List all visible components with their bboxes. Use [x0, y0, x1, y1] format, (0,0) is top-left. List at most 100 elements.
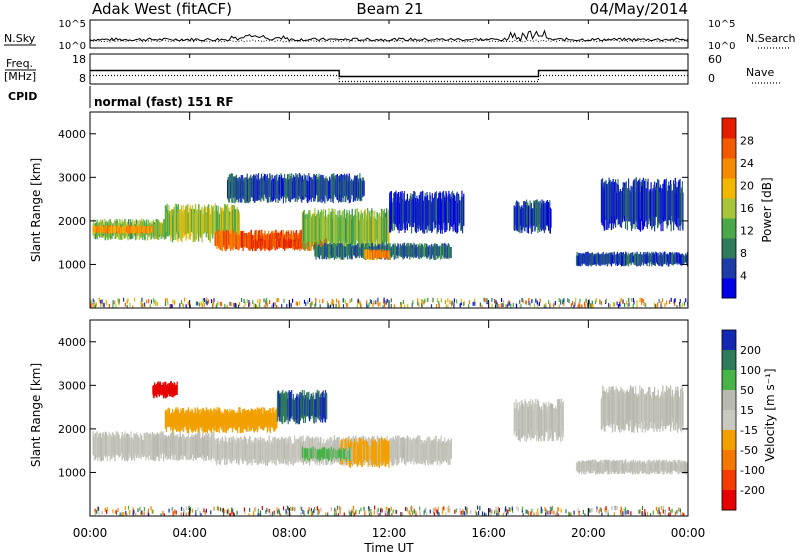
power-marks-cell [250, 229, 252, 249]
vel-marks-cell [176, 409, 178, 432]
vel-marks-cell [298, 394, 300, 424]
power-marks-cell [331, 298, 333, 303]
vel-marks-cell [300, 442, 302, 460]
vel-marks-cell [209, 437, 211, 455]
vel-marks-cell [405, 506, 407, 511]
power-marks-cell [356, 246, 358, 258]
power-marks-cell [377, 249, 379, 259]
power-marks-cell [419, 192, 421, 231]
vel-marks-cell [162, 510, 164, 515]
vel-marks-cell [674, 389, 676, 431]
power-marks-cell [305, 219, 308, 242]
power-marks-cell [646, 181, 649, 229]
vel-marks-cell [388, 440, 390, 468]
power-marks-cell [385, 217, 387, 241]
power-marks-cell [122, 227, 124, 232]
power-marks-cell [153, 298, 155, 303]
vel-marks-cell [686, 463, 688, 471]
power-marks-cell [346, 175, 349, 201]
vel-marks-cell [176, 436, 178, 455]
vel-marks-cell [626, 462, 629, 471]
vel-marks-cell [497, 506, 499, 511]
vel-marks-cell [546, 406, 548, 429]
power-marks-cell [313, 213, 315, 245]
power-marks-cell [392, 198, 394, 222]
vel-marks-cell [547, 410, 549, 442]
power-marks-cell [422, 200, 424, 224]
date-title: 04/May/2014 [590, 0, 688, 18]
vel-marks-cell [604, 391, 606, 432]
vel-marks-cell [155, 438, 157, 461]
power-marks-cell [631, 192, 633, 231]
power-marks-cell [215, 234, 217, 246]
power-marks-cell [604, 254, 607, 265]
vel-marks-cell [169, 414, 171, 427]
vel-marks-cell [247, 438, 249, 463]
vel-marks-cell [635, 461, 637, 473]
vel-marks-cell [97, 437, 99, 461]
power-marks-cell [258, 232, 260, 248]
power-marks-cell [227, 231, 229, 249]
power-marks-cell [329, 215, 331, 249]
vel-marks-cell [284, 438, 286, 460]
power-marks-cell [329, 180, 331, 199]
vel-marks-cell [390, 438, 392, 463]
power-marks-cell [338, 300, 340, 305]
vel-marks-cell [682, 391, 684, 428]
vel-marks-cell [606, 461, 608, 471]
power-marks-cell [281, 239, 283, 248]
vel-marks-cell [317, 436, 319, 460]
power-marks-cell [638, 254, 640, 266]
vel-marks-cell [449, 508, 451, 513]
power-marks-cell [407, 242, 409, 256]
power-marks-cell [111, 225, 113, 239]
power-marks-cell [336, 298, 338, 303]
power-marks-cell [583, 253, 585, 263]
vel-marks-cell [643, 512, 645, 516]
vel-marks-cell [141, 439, 143, 457]
power-marks-cell [126, 226, 128, 233]
vel-marks-cell [421, 444, 423, 465]
vel-marks-cell [307, 448, 309, 461]
vel-marks-cell [127, 505, 130, 510]
vel-marks-cell [640, 390, 642, 419]
power-marks-cell [230, 302, 233, 307]
vel-marks-cell [209, 437, 211, 460]
vel-marks-cell [621, 507, 623, 512]
power-marks-cell [228, 230, 230, 245]
vel-marks-cell [283, 396, 285, 417]
power-marks-cell [390, 202, 392, 232]
power-marks-cell [612, 189, 614, 224]
power-marks-cell [599, 300, 601, 305]
power-marks-cell [347, 181, 349, 200]
power-marks-cell [319, 180, 321, 202]
vel-marks-cell [203, 437, 205, 461]
vel-marks-cell [161, 432, 163, 453]
power-marks-cell [203, 298, 206, 302]
power-marks-cell [404, 304, 406, 308]
vel-marks-cell [283, 506, 285, 511]
power-marks-cell [618, 302, 621, 307]
power-marks-cell [601, 183, 603, 225]
vel-marks-cell [96, 431, 98, 455]
vel-marks-cell [323, 397, 325, 418]
power-marks-cell [644, 254, 646, 264]
vel-marks-cell [161, 385, 163, 394]
power-marks-cell [103, 227, 105, 233]
power-marks-cell [164, 219, 166, 240]
vel-marks-cell [113, 435, 115, 456]
vel-marks-cell [96, 509, 98, 514]
power-marks-cell [206, 301, 208, 306]
power-marks-cell [258, 240, 260, 247]
power-marks-cell [101, 225, 103, 232]
power-marks-cell [300, 229, 302, 248]
power-marks-cell [104, 225, 107, 232]
power-marks-cell [633, 179, 635, 225]
power-marks-cell [629, 254, 631, 264]
vel-marks-cell [674, 394, 676, 427]
power-marks-cell [439, 245, 441, 257]
power-marks-cell [94, 226, 96, 234]
power-marks-cell [316, 245, 318, 258]
power-marks-cell [228, 207, 230, 239]
vel-marks-cell [527, 511, 530, 516]
